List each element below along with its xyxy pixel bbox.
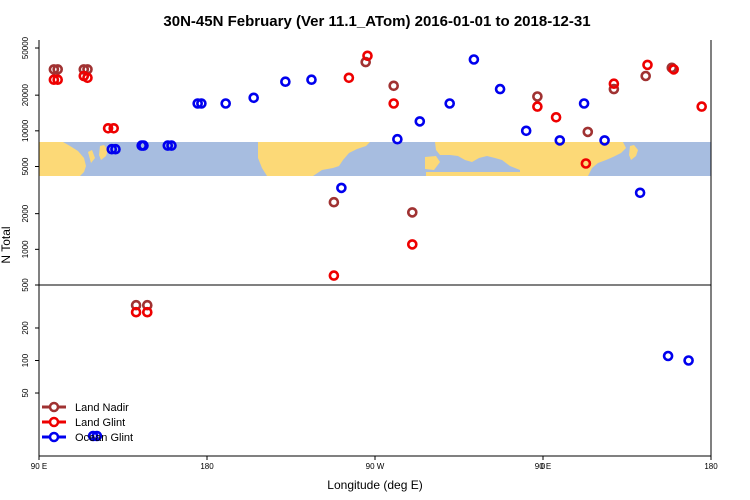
point-ocean-glint — [444, 98, 456, 109]
data-points — [48, 50, 708, 442]
legend-label-land-glint: Land Glint — [75, 417, 125, 429]
point-land-nadir — [78, 64, 90, 75]
point-land-glint — [668, 64, 680, 75]
y-tick-label: 5000 — [21, 157, 30, 175]
point-land-glint — [532, 101, 543, 112]
x-tick-label: 180 — [704, 462, 718, 471]
point-ocean-glint — [162, 140, 174, 151]
point-land-glint — [642, 59, 653, 71]
point-land-glint — [142, 306, 153, 318]
point-ocean-glint — [634, 187, 646, 199]
point-ocean-glint — [138, 140, 149, 151]
point-ocean-glint — [414, 116, 426, 127]
point-land-glint — [550, 112, 562, 123]
map-land-asia-east — [39, 142, 86, 176]
point-ocean-glint — [106, 143, 118, 155]
point-ocean-glint — [578, 98, 590, 109]
plot-frame — [38, 40, 712, 457]
y-tick-label: 100 — [21, 353, 30, 367]
y-tick-label: 50000 — [21, 36, 30, 59]
point-land-nadir — [532, 91, 543, 102]
legend-label-land-nadir: Land Nadir — [75, 402, 129, 414]
y-tick-label: 50 — [21, 388, 30, 397]
point-ocean-glint — [392, 133, 403, 145]
point-land-nadir — [640, 70, 652, 82]
point-ocean-glint — [192, 98, 203, 109]
point-ocean-glint — [196, 98, 207, 109]
point-land-nadir — [388, 80, 400, 92]
point-land-glint — [102, 123, 114, 134]
y-tick-label: 200 — [21, 321, 30, 335]
point-land-glint — [406, 239, 418, 250]
point-land-glint — [130, 306, 142, 318]
x-tick-label: 90 E — [31, 462, 47, 471]
point-land-glint — [108, 123, 119, 134]
y-tick-label: 1000 — [21, 240, 30, 258]
y-tick-label: 500 — [21, 278, 30, 292]
x-tick-label: 90 E — [535, 462, 551, 471]
point-ocean-glint — [248, 92, 259, 104]
point-ocean-glint — [468, 54, 480, 65]
point-ocean-glint — [599, 135, 610, 146]
point-land-nadir — [48, 64, 60, 75]
point-ocean-glint — [166, 140, 177, 151]
legend-item-land-nadir: Land Nadir — [42, 401, 129, 414]
y-tick-label: 10000 — [21, 119, 30, 142]
point-ocean-glint — [91, 430, 103, 442]
legend-item-land-glint: Land Glint — [42, 416, 125, 429]
point-land-nadir — [608, 83, 620, 95]
x-axis-label: Longitude (deg E) — [327, 478, 422, 492]
point-land-glint — [328, 270, 340, 281]
world-map-strip — [39, 142, 711, 176]
map-land-japan — [99, 145, 108, 160]
point-ocean-glint — [683, 355, 694, 366]
point-ocean-glint — [662, 350, 674, 362]
y-tick-label: 2000 — [21, 204, 30, 222]
map-land-japan-repeat — [629, 145, 638, 160]
point-land-glint — [580, 158, 592, 169]
point-ocean-glint — [554, 135, 566, 146]
map-land-spain — [425, 156, 440, 170]
map-land-eurasia — [435, 142, 626, 176]
point-ocean-glint — [306, 74, 317, 85]
point-land-glint — [388, 98, 400, 109]
x-tick-label: 180 — [200, 462, 214, 471]
point-land-glint — [52, 74, 64, 85]
y-axis-label: N Total — [0, 226, 13, 263]
map-land-korea — [88, 150, 95, 163]
point-ocean-glint — [494, 83, 506, 95]
point-land-glint — [82, 72, 93, 84]
map-land-africa-north — [426, 172, 520, 176]
y-axis-ticks: 50000 20000 10000 5000 2000 1000 500 200 100 50 — [21, 36, 39, 397]
point-land-glint — [48, 74, 60, 85]
x-tick-label: 90 W — [366, 462, 385, 471]
x-tick-label: 0 — [541, 462, 546, 471]
point-land-glint — [343, 72, 355, 84]
x-axis-ticks: 90 E 180 90 W 090 E 180 — [31, 456, 718, 471]
point-ocean-glint — [280, 76, 291, 87]
point-land-nadir — [328, 196, 340, 208]
point-land-nadir — [52, 64, 64, 75]
point-ocean-glint — [520, 125, 532, 137]
point-land-glint — [608, 78, 620, 89]
point-land-nadir — [582, 126, 594, 138]
legend-item-ocean-glint: Ocean Glint — [42, 431, 133, 444]
point-ocean-glint — [87, 430, 99, 442]
legend-label-ocean-glint: Ocean Glint — [75, 432, 133, 444]
point-ocean-glint — [336, 182, 347, 194]
point-ocean-glint — [110, 143, 121, 155]
y-tick-label: 20000 — [21, 83, 30, 106]
point-land-nadir — [406, 207, 418, 218]
chart-title: 30N-45N February (Ver 11.1_ATom) 2016-01… — [163, 13, 590, 30]
point-ocean-glint — [220, 98, 231, 109]
legend: Land Nadir Land Glint Ocean Glint — [42, 401, 133, 444]
point-land-glint — [696, 101, 708, 112]
map-land-north-america — [258, 142, 370, 176]
point-land-glint — [362, 50, 373, 62]
